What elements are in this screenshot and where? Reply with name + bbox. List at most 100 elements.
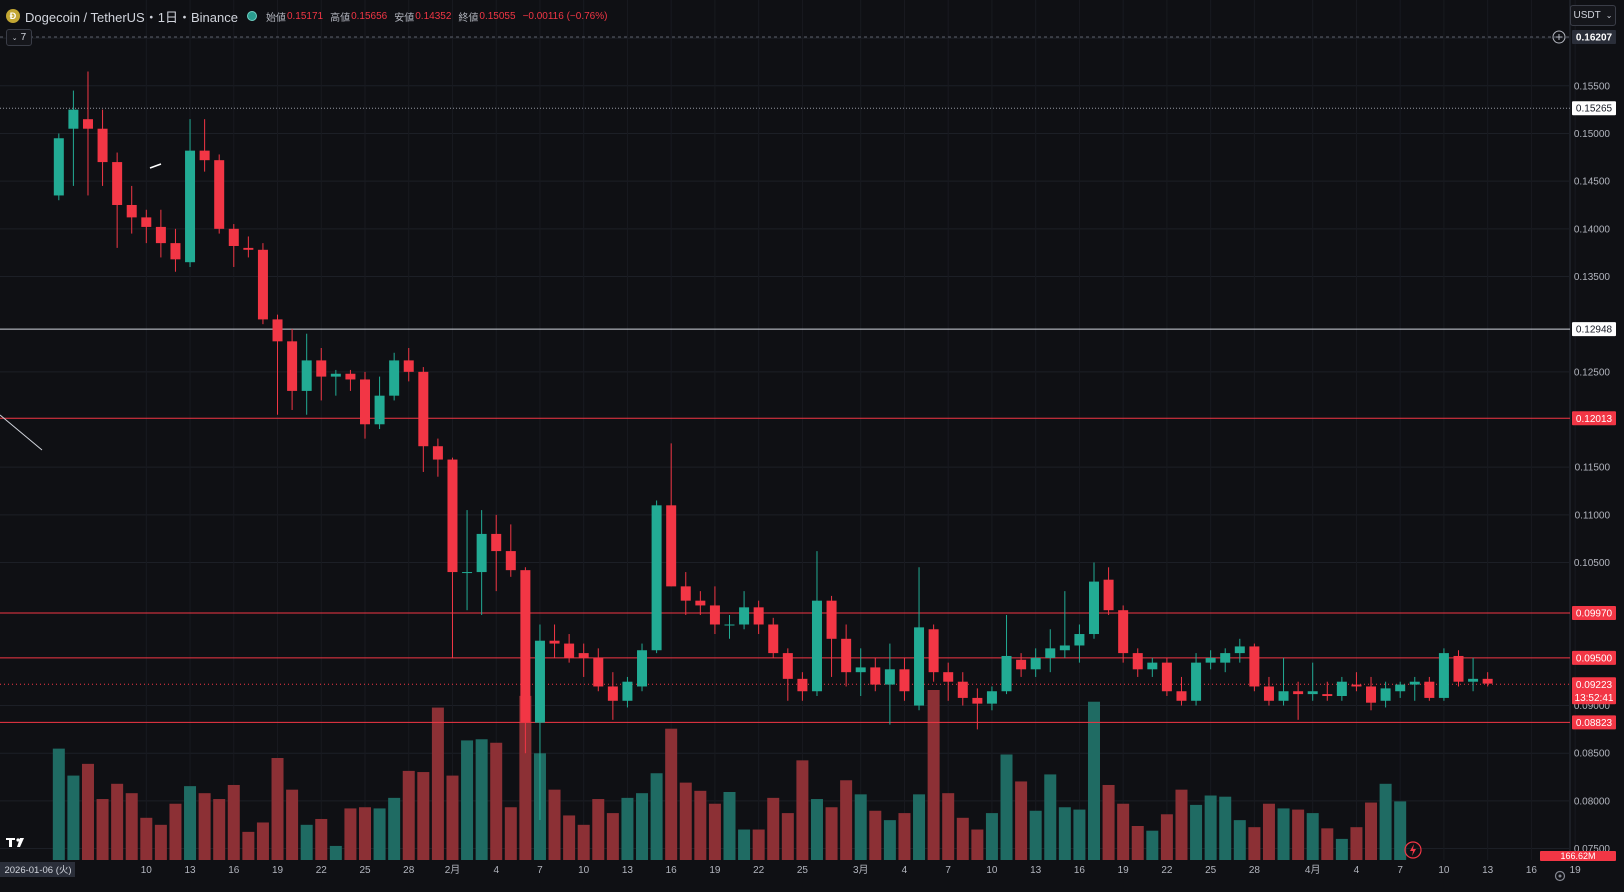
indicator-collapse-button[interactable]: ⌄ 7: [6, 29, 32, 46]
time-tick-label: 10: [1438, 865, 1450, 876]
candle-body: [462, 572, 473, 574]
volume-bar: [96, 799, 109, 860]
symbol-title[interactable]: Dogecoin / TetherUS・1日・Binance: [25, 9, 238, 25]
volume-bar: [1102, 784, 1115, 860]
crosshair-date: 2026-01-06 (火): [4, 865, 71, 876]
candle-body: [1191, 662, 1202, 701]
volume-bar: [1131, 826, 1144, 860]
volume-bar: [942, 793, 955, 860]
candle-body: [228, 228, 239, 246]
volume-bar: [1277, 808, 1290, 860]
candle-body: [1030, 657, 1041, 670]
volume-bar: [1175, 789, 1188, 860]
candle-body: [1132, 653, 1143, 670]
candle-body: [53, 138, 64, 196]
volume-bar: [665, 728, 678, 860]
volume-bar: [286, 789, 299, 860]
price-tick-label: 0.10500: [1574, 558, 1611, 569]
candle-body: [447, 459, 458, 573]
data-source-icon[interactable]: [246, 11, 257, 21]
time-tick-label: 7: [1397, 865, 1403, 876]
candle-body: [1147, 662, 1158, 670]
candle-body: [1103, 579, 1114, 611]
top-price-label: 0.16207: [1576, 33, 1613, 44]
volume-bar: [227, 784, 240, 860]
settings-gear-icon[interactable]: [1554, 870, 1566, 882]
candle-body: [782, 653, 793, 679]
candle-body: [534, 640, 545, 723]
volume-bar: [1379, 783, 1392, 860]
flash-bolt-icon: [1410, 844, 1416, 856]
high-label: 高値: [330, 12, 351, 24]
candle-body: [126, 204, 137, 218]
legend-header: Ð Dogecoin / TetherUS・1日・Binance 始値 0.151…: [6, 6, 607, 26]
drawings: [0, 163, 162, 451]
time-tick-label: 3月: [853, 864, 869, 876]
volume-bar: [67, 775, 80, 860]
change-value: −0.00116 (−0.76%): [522, 10, 608, 22]
volume-bar: [636, 793, 649, 860]
plus-icon: [1556, 34, 1562, 40]
volume-bar: [869, 810, 882, 860]
candle-body: [1453, 655, 1464, 682]
close-label: 終値: [458, 12, 479, 24]
time-tick-label: 10: [986, 865, 998, 876]
time-tick-label: 13: [622, 865, 634, 876]
currency-select[interactable]: USDT ⌄: [1570, 5, 1616, 26]
price-level-label: 0.09970: [1576, 609, 1613, 620]
volume-bar: [329, 845, 342, 860]
candle-body: [68, 109, 79, 129]
volume-bar: [927, 690, 940, 860]
candle-body: [1176, 691, 1187, 701]
candle-body: [637, 650, 648, 687]
candle-body: [520, 570, 531, 723]
candle-body: [695, 600, 706, 606]
price-tick-label: 0.12500: [1574, 367, 1611, 378]
settings-gear-hub: [1558, 874, 1562, 878]
price-tick-label: 0.13500: [1574, 272, 1611, 283]
candle-body: [374, 395, 385, 425]
candle-body: [841, 638, 852, 673]
price-tick-label: 0.14500: [1574, 177, 1611, 188]
volume-bar: [300, 824, 313, 860]
volume-bar: [1044, 774, 1057, 860]
candle-body: [1001, 655, 1012, 692]
chevron-down-icon: ⌄: [11, 34, 18, 42]
candle-body: [666, 505, 677, 587]
time-tick-label: 10: [578, 865, 590, 876]
volume-bar: [1058, 807, 1071, 860]
price-tick-label: 0.07500: [1574, 844, 1611, 855]
last-price-label-box: [1572, 677, 1616, 705]
time-tick-label: 4月: [1305, 864, 1321, 876]
price-axis[interactable]: 0.160000.155000.150000.145000.140000.135…: [1552, 30, 1616, 855]
volume-bar: [184, 786, 197, 860]
tradingview-logo[interactable]: [6, 838, 24, 847]
candle-body: [418, 371, 429, 447]
time-axis[interactable]: 10 13 16 19 22 25 28 2月 4 7 10 13 16 19 22 25 3月 4 7 10 13 16…: [141, 864, 1581, 876]
volume-bar: [1146, 830, 1159, 860]
volume-bar: [796, 760, 809, 860]
volume-bar: [1394, 801, 1407, 860]
volume-bar: [1160, 814, 1173, 860]
time-tick-label: 19: [1118, 865, 1130, 876]
candle-body: [316, 360, 327, 377]
trendline-drawing[interactable]: [0, 414, 43, 451]
price-level-label-box: [1572, 650, 1616, 665]
time-tick-label: 16: [1526, 865, 1538, 876]
candle-body: [855, 667, 866, 673]
price-level-label: 0.08823: [1576, 718, 1613, 729]
candle-body: [330, 373, 341, 377]
price-level-label-box: [1572, 411, 1616, 426]
candle-body: [797, 678, 808, 692]
volume-bar: [723, 792, 736, 860]
volume-bar: [169, 803, 182, 860]
flash-icon[interactable]: [1404, 841, 1422, 859]
candle-body: [97, 128, 108, 163]
volume-bar: [111, 783, 124, 860]
volume-bar: [606, 813, 619, 860]
volume-bar: [1029, 810, 1042, 860]
candle-body: [593, 657, 604, 687]
candle-body: [185, 150, 196, 263]
